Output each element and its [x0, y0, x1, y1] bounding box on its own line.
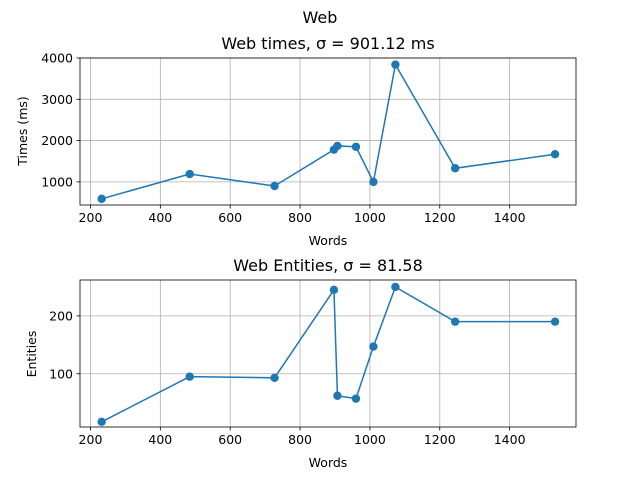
entities-data-point: [185, 372, 194, 381]
times-data-point: [391, 60, 400, 69]
times-x-tick-label: 1200: [424, 210, 456, 225]
times-y-tick-label: 4000: [41, 51, 73, 66]
times-gridlines: [80, 57, 576, 205]
entities-x-axis-label: Words: [309, 455, 348, 470]
times-x-tick-label: 600: [218, 210, 242, 225]
times-x-tick-label: 400: [148, 210, 172, 225]
entities-x-tick-label: 200: [79, 432, 103, 447]
figure-suptitle: Web: [303, 8, 338, 27]
entities-y-tick-label: 100: [49, 366, 73, 381]
times-axes-frame: [79, 57, 577, 206]
entities-data-point: [450, 317, 460, 326]
entities-x-tick-label: 1000: [354, 432, 386, 447]
times-data-point: [369, 177, 378, 187]
entities-chart-title: Web Entities, σ = 81.58: [233, 256, 423, 275]
entities-data-point: [333, 391, 342, 400]
times-y-tick-label: 2000: [41, 133, 73, 148]
times-x-tick-label: 1000: [354, 210, 386, 225]
entities-gridlines: [80, 280, 576, 427]
times-y-tick-label: 3000: [41, 92, 73, 107]
times-data-point: [270, 181, 279, 191]
entities-data-point: [550, 317, 560, 326]
times-x-tick-label: 800: [288, 210, 312, 225]
times-y-axis-label: Times (ms): [15, 96, 30, 167]
times-axes: Web times, σ = 901.12 ms Words Times (ms…: [15, 34, 577, 248]
entities-data-point: [329, 285, 339, 295]
entities-x-tick-label: 600: [218, 432, 242, 447]
entities-data-point: [351, 394, 361, 403]
times-x-axis-label: Words: [309, 233, 348, 248]
times-data-point: [550, 150, 560, 159]
entities-axes: Web Entities, σ = 81.58 Words Entities 2…: [24, 256, 577, 470]
times-data-point: [450, 164, 460, 173]
entities-data-point: [391, 282, 400, 292]
times-data-point: [351, 142, 361, 151]
entities-data-point: [369, 342, 378, 351]
entities-x-tick-label: 1400: [494, 432, 526, 447]
entities-x-tick-label: 800: [288, 432, 312, 447]
times-data-point: [333, 141, 342, 151]
times-y-tick-label: 1000: [41, 174, 73, 189]
times-x-tick-label: 1400: [494, 210, 526, 225]
entities-axes-frame: [79, 279, 577, 428]
times-series-line: [101, 62, 556, 200]
times-data-point: [97, 194, 106, 204]
entities-series-line: [101, 285, 556, 423]
entities-data-point: [270, 373, 279, 383]
entities-x-tick-label: 400: [148, 432, 172, 447]
times-data-point: [185, 169, 194, 179]
entities-y-tick-label: 200: [49, 308, 73, 323]
times-chart-title: Web times, σ = 901.12 ms: [221, 34, 434, 53]
entities-x-tick-label: 1200: [424, 432, 456, 447]
entities-data-point: [97, 417, 106, 426]
entities-y-axis-label: Entities: [24, 331, 39, 378]
times-x-tick-label: 200: [79, 210, 103, 225]
